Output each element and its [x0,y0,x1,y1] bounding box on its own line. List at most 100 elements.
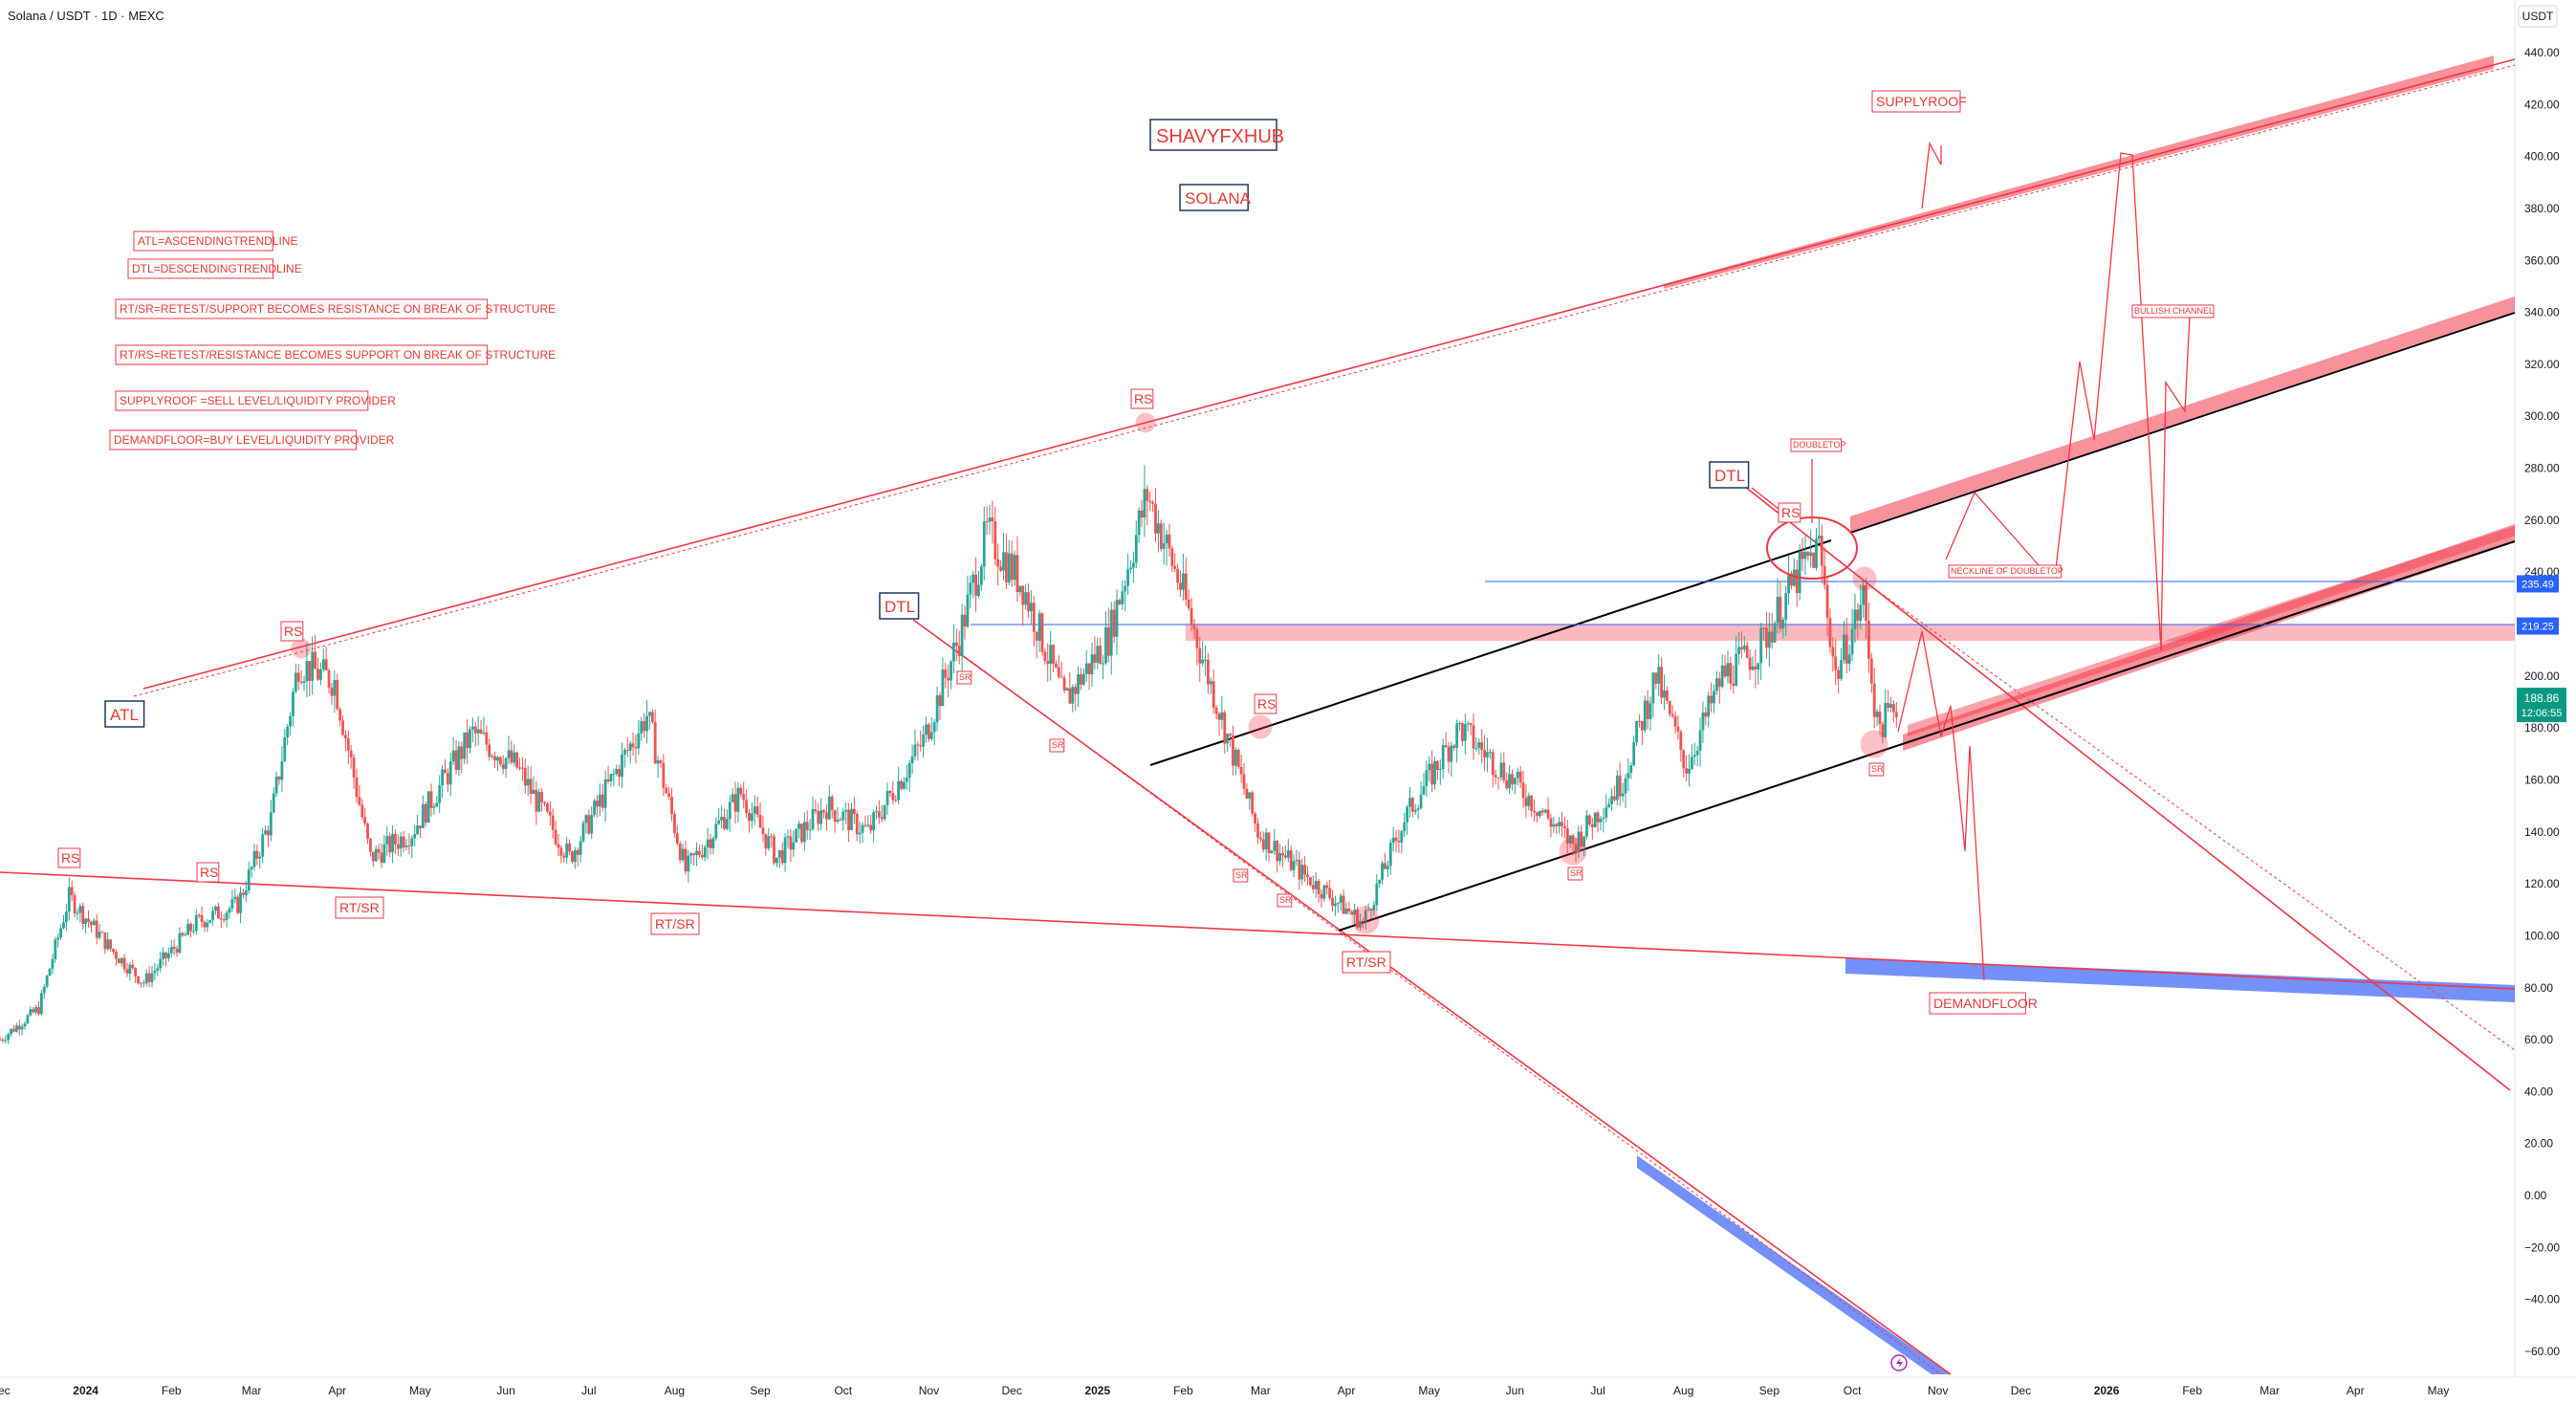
channel-upper-line[interactable] [1149,539,1832,766]
base-trendline[interactable] [0,871,2516,990]
candle-body [1815,538,1818,568]
descending-trendline-2[interactable] [1739,482,2511,1091]
candle-body [162,952,164,959]
legend-item[interactable]: RT/SR=RETEST/SUPPORT BECOMES RESISTANCE … [115,298,556,319]
candle-body [81,906,85,924]
candle-body [1496,777,1500,779]
currency-label[interactable]: USDT [2522,10,2554,23]
price-axis[interactable]: 440.00 420.00 400.00 380.00 360.00 340.00 320.… [2517,46,2566,1358]
dtl-label[interactable]: DTL [1709,461,1750,489]
candle-body [1704,712,1708,717]
candle-body [78,906,82,913]
candle-body [67,887,71,912]
candle-body [1809,552,1813,557]
sr-label[interactable]: SR [1567,867,1583,881]
rs-label[interactable]: RS [196,862,220,883]
brand-label[interactable]: SHAVYFXHUB [1149,119,1284,151]
y-tick-label: −20.00 [2524,1240,2560,1254]
candle-body [1894,712,1898,718]
time-axis[interactable]: Dec 2024 Feb Mar Apr May Jun Jul Aug Sep Oct Nov Dec… [0,1384,2449,1397]
candle-body [1483,749,1486,757]
x-tick-label: Feb [162,1384,182,1397]
candle-body [469,729,471,749]
candle-body [1682,750,1686,769]
price-level-tag[interactable] [2517,575,2559,593]
dtl-label[interactable]: DTL [879,592,920,620]
sr-label[interactable]: SR [956,670,972,685]
candle-body [330,687,334,696]
candle-body [1629,765,1633,774]
candle-body [1170,548,1174,566]
candle-body [1723,665,1727,677]
candle-body [1140,510,1144,518]
candle-body [1698,730,1702,751]
candle-body [470,726,474,730]
candle-body [485,732,489,745]
sr-label[interactable]: SR [1049,738,1065,753]
candle-body [1643,700,1647,731]
candle-body [280,760,284,780]
candle-body [606,779,610,781]
sr-label[interactable]: SR [1233,868,1249,883]
legend-item[interactable]: DTL=DESCENDINGTRENDLINE [127,258,302,279]
candle-body [463,732,467,759]
candle-body [358,797,361,805]
price-level-tag[interactable] [2517,617,2559,635]
rs-label[interactable]: RS [1130,388,1154,409]
rs-label[interactable]: RS [57,847,81,868]
rs-label[interactable]: RS [1254,693,1277,714]
candle-body [1533,810,1536,813]
atl-label[interactable]: ATL [104,700,145,728]
rs-label[interactable]: RS [280,621,304,642]
candle-body [1134,535,1138,563]
legend-item[interactable]: ATL=ASCENDINGTRENDLINE [133,230,297,252]
demandfloor-label[interactable]: DEMANDFLOOR [1929,992,2038,1015]
candle-body [900,780,903,789]
candle-body [1837,669,1841,679]
candle-body [1438,769,1442,771]
candlestick-series[interactable] [0,465,1898,1045]
rt-sr-label[interactable]: RT/SR [1342,951,1391,974]
candle-body [1245,788,1249,800]
channel-lower-line[interactable] [1338,540,2516,932]
asset-label[interactable]: SOLANA [1179,184,1252,211]
candle-body [493,756,496,761]
candle-body [349,750,353,758]
candle-body [742,794,746,801]
rt-sr-label[interactable]: RT/SR [335,896,384,919]
candle-body [34,1007,37,1013]
sr-label[interactable]: SR [1277,893,1293,908]
blue-zone-band [1845,958,2515,1002]
candle-body [1176,568,1180,583]
legend-item[interactable]: RT/RS=RETEST/RESISTANCE BECOMES SUPPORT … [115,344,556,365]
candle-body [1474,748,1478,750]
candle-body [513,752,516,763]
rt-sr-label[interactable]: RT/SR [650,912,700,935]
supplyroof-label[interactable]: SUPPLYROOF [1871,90,1967,113]
sr-label[interactable]: SR [1868,762,1885,777]
rs-label[interactable]: RS [1778,502,1801,523]
legend-item[interactable]: SUPPLYROOF =SELL LEVEL/LIQUIDITY PROVIDE… [115,390,396,411]
candle-body [645,715,648,732]
candle-body [667,793,671,798]
candle-body [792,842,796,850]
candle-body [175,949,179,954]
svg-text:SUPPLYROOF =SELL LEVEL/LIQUIDI: SUPPLYROOF =SELL LEVEL/LIQUIDITY PROVIDE… [120,394,396,407]
bullish-channel-label[interactable]: BULLISH CHANNEL [2131,304,2215,318]
neckline-label[interactable]: NECKLINE OF DOUBLETOP [1948,564,2063,579]
candle-body [1869,658,1873,684]
y-tick-label: 100.00 [2524,929,2560,942]
candle-body [1588,815,1591,825]
legend-item[interactable]: DEMANDFLOOR=BUY LEVEL/LIQUIDITY PROVIDER [109,429,395,450]
candle-body [311,651,315,681]
candle-body [1090,654,1094,675]
candle-body [70,887,74,895]
candle-body [510,750,513,763]
candle-body [73,894,76,914]
candle-body [1331,897,1334,907]
candle-body [1530,795,1534,811]
candle-body [1356,910,1359,928]
last-price-tag[interactable] [2517,688,2566,723]
doubletop-label[interactable]: DOUBLETOP [1790,438,1845,452]
